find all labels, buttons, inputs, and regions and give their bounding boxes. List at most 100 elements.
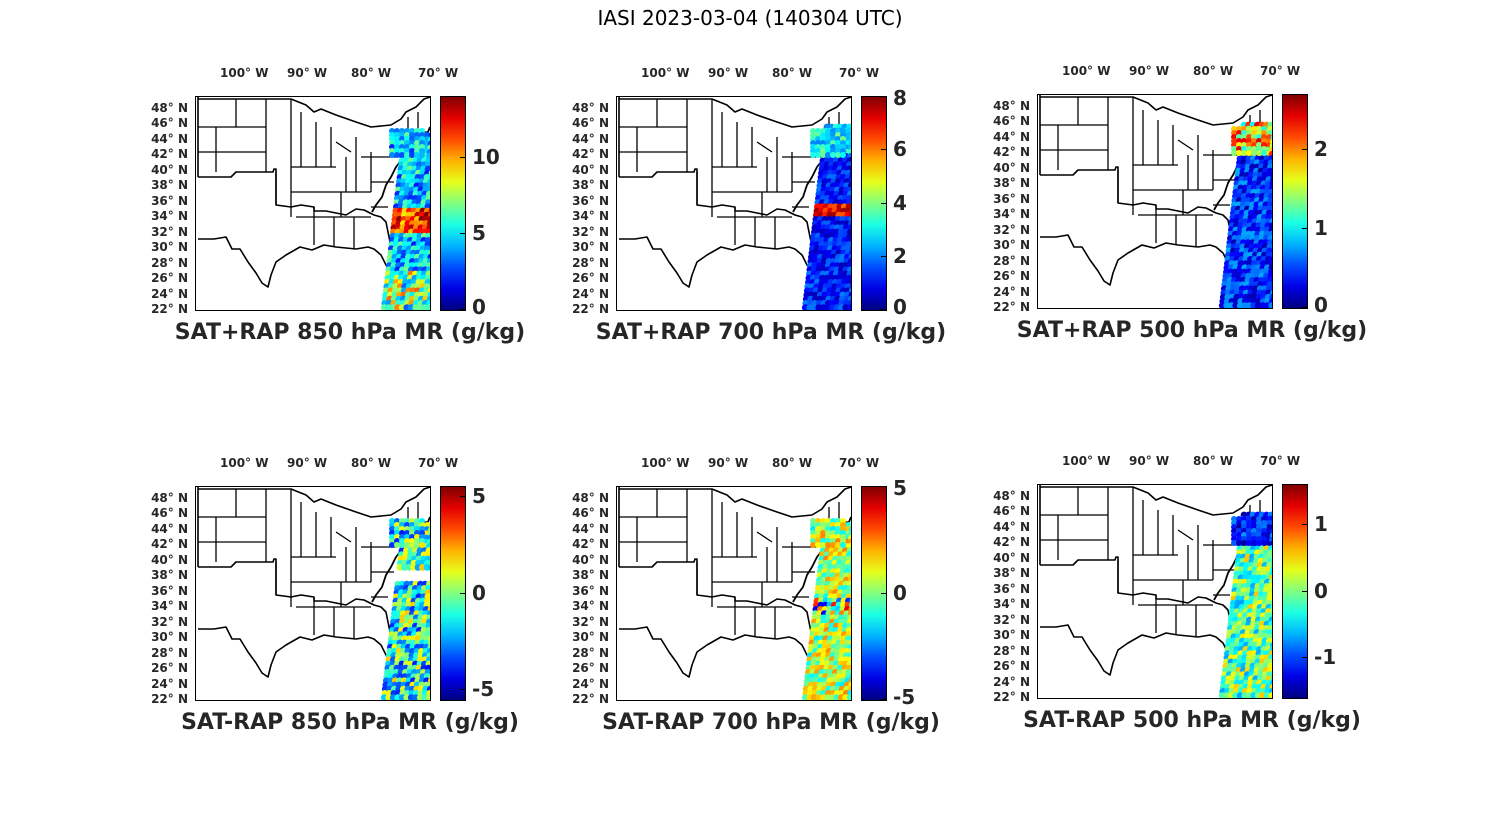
colorbar-tickmark	[881, 699, 886, 700]
latitude-label: 30° N	[993, 628, 1030, 643]
longitude-label: 90° W	[287, 456, 328, 470]
latitude-label: 40° N	[572, 162, 609, 177]
latitude-label: 36° N	[993, 581, 1030, 596]
latitude-label: 32° N	[572, 614, 609, 629]
northern-border	[197, 487, 430, 567]
panel-title: SAT-RAP 500 hPa MR (g/kg)	[1023, 708, 1361, 733]
latitude-label: 22° N	[572, 302, 609, 316]
latitude-label: 22° N	[993, 300, 1030, 314]
colorbar	[440, 96, 466, 311]
colorbar-tickmark	[1302, 307, 1307, 308]
colorbar-tickmark	[460, 592, 465, 594]
latitude-label: 42° N	[572, 147, 609, 162]
colorbar-tick-label: -5	[472, 677, 495, 702]
colorbar-tickmark	[881, 96, 886, 97]
state-borders	[618, 487, 851, 678]
latitude-label: 40° N	[151, 162, 188, 177]
latitude-label: 36° N	[572, 583, 609, 598]
latitude-label: 44° N	[993, 519, 1030, 534]
longitude-labels: 100° W 90° W 80° W 70° W	[982, 454, 1402, 474]
panel-sat-plus-rap-850: 100° W 90° W 80° W 70° W 48° N 46° N 44° N 42° …	[140, 66, 560, 396]
swath-point	[820, 152, 826, 158]
panel-sat-plus-rap-700: 100° W 90° W 80° W 70° W 48° N 46° N 44° N 42° …	[561, 66, 981, 396]
colorbar	[1282, 94, 1308, 309]
colorbar-tick-label: 0	[1314, 578, 1328, 603]
latitude-label: 30° N	[572, 240, 609, 255]
latitude-label: 44° N	[993, 129, 1030, 144]
latitude-label: 32° N	[993, 612, 1030, 627]
colorbar-tickmark	[881, 202, 886, 204]
northern-border	[618, 487, 851, 567]
longitude-labels: 100° W 90° W 80° W 70° W	[982, 64, 1402, 84]
swath-point	[1268, 302, 1272, 308]
swath-point	[389, 152, 395, 158]
latitude-label: 46° N	[151, 506, 188, 521]
colorbar-tick-label: 5	[472, 483, 486, 508]
longitude-label: 80° W	[351, 456, 392, 470]
swath-point	[1241, 150, 1247, 156]
swath-point	[423, 564, 430, 571]
latitude-label: 44° N	[572, 521, 609, 536]
panel-title: SAT+RAP 500 hPa MR (g/kg)	[1016, 318, 1368, 343]
panel-sat-minus-rap-700: 100° W 90° W 80° W 70° W 48° N 46° N 44° N 42° …	[561, 456, 981, 786]
latitude-label: 36° N	[572, 193, 609, 208]
satellite-swath	[1218, 511, 1272, 698]
colorbar-tick-label: 2	[893, 243, 907, 268]
longitude-labels: 100° W 90° W 80° W 70° W	[140, 456, 560, 476]
longitude-labels: 100° W 90° W 80° W 70° W	[561, 456, 981, 476]
swath-point	[1246, 150, 1252, 156]
swath-point	[1251, 540, 1257, 546]
swath-point	[419, 152, 425, 158]
latitude-label: 30° N	[993, 238, 1030, 253]
latitude-label: 28° N	[993, 643, 1030, 658]
latitude-label: 36° N	[151, 583, 188, 598]
latitude-label: 22° N	[151, 302, 188, 316]
latitude-label: 44° N	[151, 521, 188, 536]
swath-point	[846, 694, 851, 700]
longitude-label: 70° W	[418, 456, 459, 470]
colorbar-tickmark	[881, 309, 886, 310]
longitude-label: 100° W	[641, 66, 690, 80]
swath-point	[835, 152, 841, 158]
latitude-label: 46° N	[572, 116, 609, 131]
coastline	[198, 558, 397, 678]
panel-sat-minus-rap-850: 100° W 90° W 80° W 70° W 48° N 46° N 44° N 42° …	[140, 456, 560, 786]
longitude-label: 100° W	[641, 456, 690, 470]
latitude-label: 36° N	[151, 193, 188, 208]
longitude-label: 90° W	[708, 456, 749, 470]
state-borders	[1039, 485, 1272, 676]
swath-point	[846, 304, 851, 310]
latitude-label: 30° N	[572, 630, 609, 645]
colorbar-tick-label: 0	[893, 295, 907, 319]
swath-point	[835, 542, 841, 548]
colorbar-tickmark	[881, 255, 886, 257]
colorbar-tickmark	[1302, 523, 1307, 525]
latitude-label: 42° N	[993, 145, 1030, 160]
swath-point	[419, 542, 425, 548]
swath-point	[810, 542, 816, 548]
satellite-swath	[801, 123, 851, 310]
latitude-label: 38° N	[993, 566, 1030, 581]
colorbar	[440, 486, 466, 701]
latitude-label: 42° N	[151, 147, 188, 162]
swath-point	[1241, 540, 1247, 546]
longitude-label: 100° W	[220, 66, 269, 80]
colorbar-tickmark	[1302, 228, 1307, 230]
latitude-label: 42° N	[151, 537, 188, 552]
latitude-label: 38° N	[993, 176, 1030, 191]
state-border	[1177, 529, 1194, 541]
latitude-label: 28° N	[151, 645, 188, 660]
latitude-label: 46° N	[151, 116, 188, 131]
latitude-label: 48° N	[993, 489, 1030, 503]
swath-point	[1236, 540, 1242, 546]
latitude-label: 28° N	[572, 255, 609, 270]
latitude-label: 22° N	[993, 690, 1030, 704]
swath-point	[425, 304, 430, 310]
latitude-label: 28° N	[993, 253, 1030, 268]
swath-point	[425, 694, 430, 700]
satellite-swath	[380, 518, 430, 700]
colorbar-tickmark	[1302, 590, 1307, 592]
colorbar-tick-label: 8	[893, 86, 907, 110]
latitude-label: 48° N	[151, 491, 188, 505]
swath-point	[820, 542, 826, 548]
